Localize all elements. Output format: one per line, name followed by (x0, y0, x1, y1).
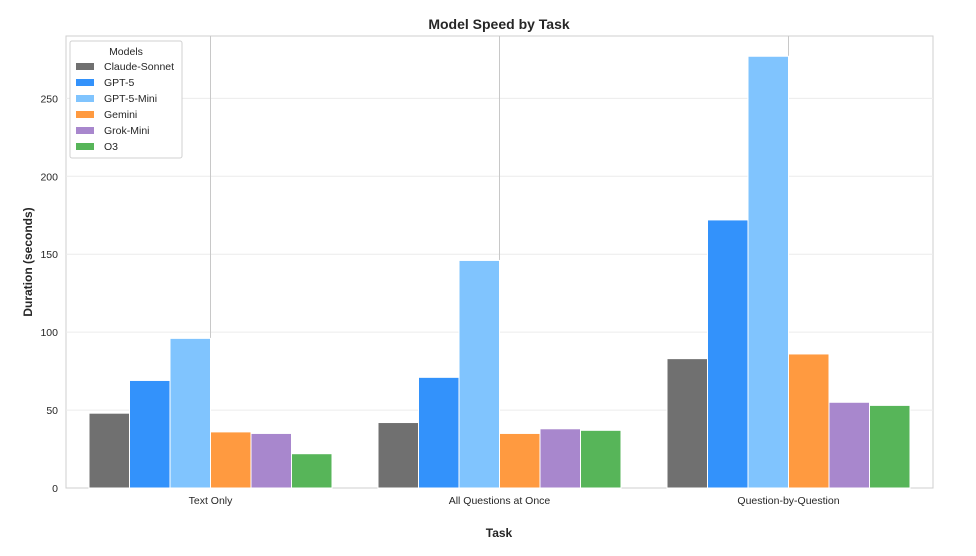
legend-swatch (76, 95, 94, 102)
bar-gpt-5-mini (747, 55, 789, 489)
chart-title: Model Speed by Task (428, 16, 570, 32)
bars (88, 55, 911, 489)
legend-title: Models (109, 46, 143, 58)
bar-o3 (869, 404, 911, 489)
bar-claude-sonnet (88, 412, 130, 489)
x-tick-label: Question-by-Question (737, 495, 839, 507)
legend-label: GPT-5-Mini (104, 93, 157, 105)
y-tick-labels: 0 50 100 150 200 250 (40, 93, 58, 495)
legend-swatch (76, 63, 94, 70)
legend-swatch (76, 143, 94, 150)
bar-gemini (210, 431, 252, 489)
y-tick-label: 0 (52, 483, 58, 495)
bar-claude-sonnet (666, 358, 708, 489)
legend-box (69, 40, 183, 159)
bar-gemini (499, 432, 541, 489)
legend-label: Claude-Sonnet (104, 61, 174, 73)
x-tick-label: Text Only (189, 495, 234, 507)
bar-gpt-5 (418, 376, 460, 489)
legend-swatch (76, 79, 94, 86)
legend-label: Gemini (104, 109, 137, 121)
bar-gemini (788, 353, 830, 489)
y-tick-label: 250 (40, 93, 58, 105)
bar-gpt-5 (129, 379, 171, 489)
bar-o3 (291, 453, 333, 489)
y-tick-label: 200 (40, 171, 58, 183)
legend: Models Claude-Sonnet GPT-5 GPT-5-Mini Gemin… (69, 40, 183, 159)
y-tick-label: 50 (46, 405, 58, 417)
legend-swatch (76, 111, 94, 118)
legend-swatch (76, 127, 94, 134)
legend-label: O3 (104, 141, 118, 153)
bar-o3 (580, 429, 622, 489)
x-axis-label: Task (486, 526, 513, 540)
y-tick-label: 100 (40, 327, 58, 339)
bar-grok-mini (539, 428, 581, 489)
y-tick-label: 150 (40, 249, 58, 261)
x-tick-label: All Questions at Once (449, 495, 551, 507)
bar-claude-sonnet (377, 422, 419, 489)
x-tick-labels: Text Only All Questions at Once Question-b… (189, 495, 840, 507)
bar-grok-mini (828, 401, 870, 489)
bar-gpt-5-mini (169, 337, 211, 489)
bar-grok-mini (250, 432, 292, 489)
bar-gpt-5-mini (458, 259, 500, 489)
bar-gpt-5 (707, 219, 749, 489)
y-axis-label: Duration (seconds) (21, 207, 35, 316)
legend-label: Grok-Mini (104, 125, 150, 137)
legend-label: GPT-5 (104, 77, 135, 89)
